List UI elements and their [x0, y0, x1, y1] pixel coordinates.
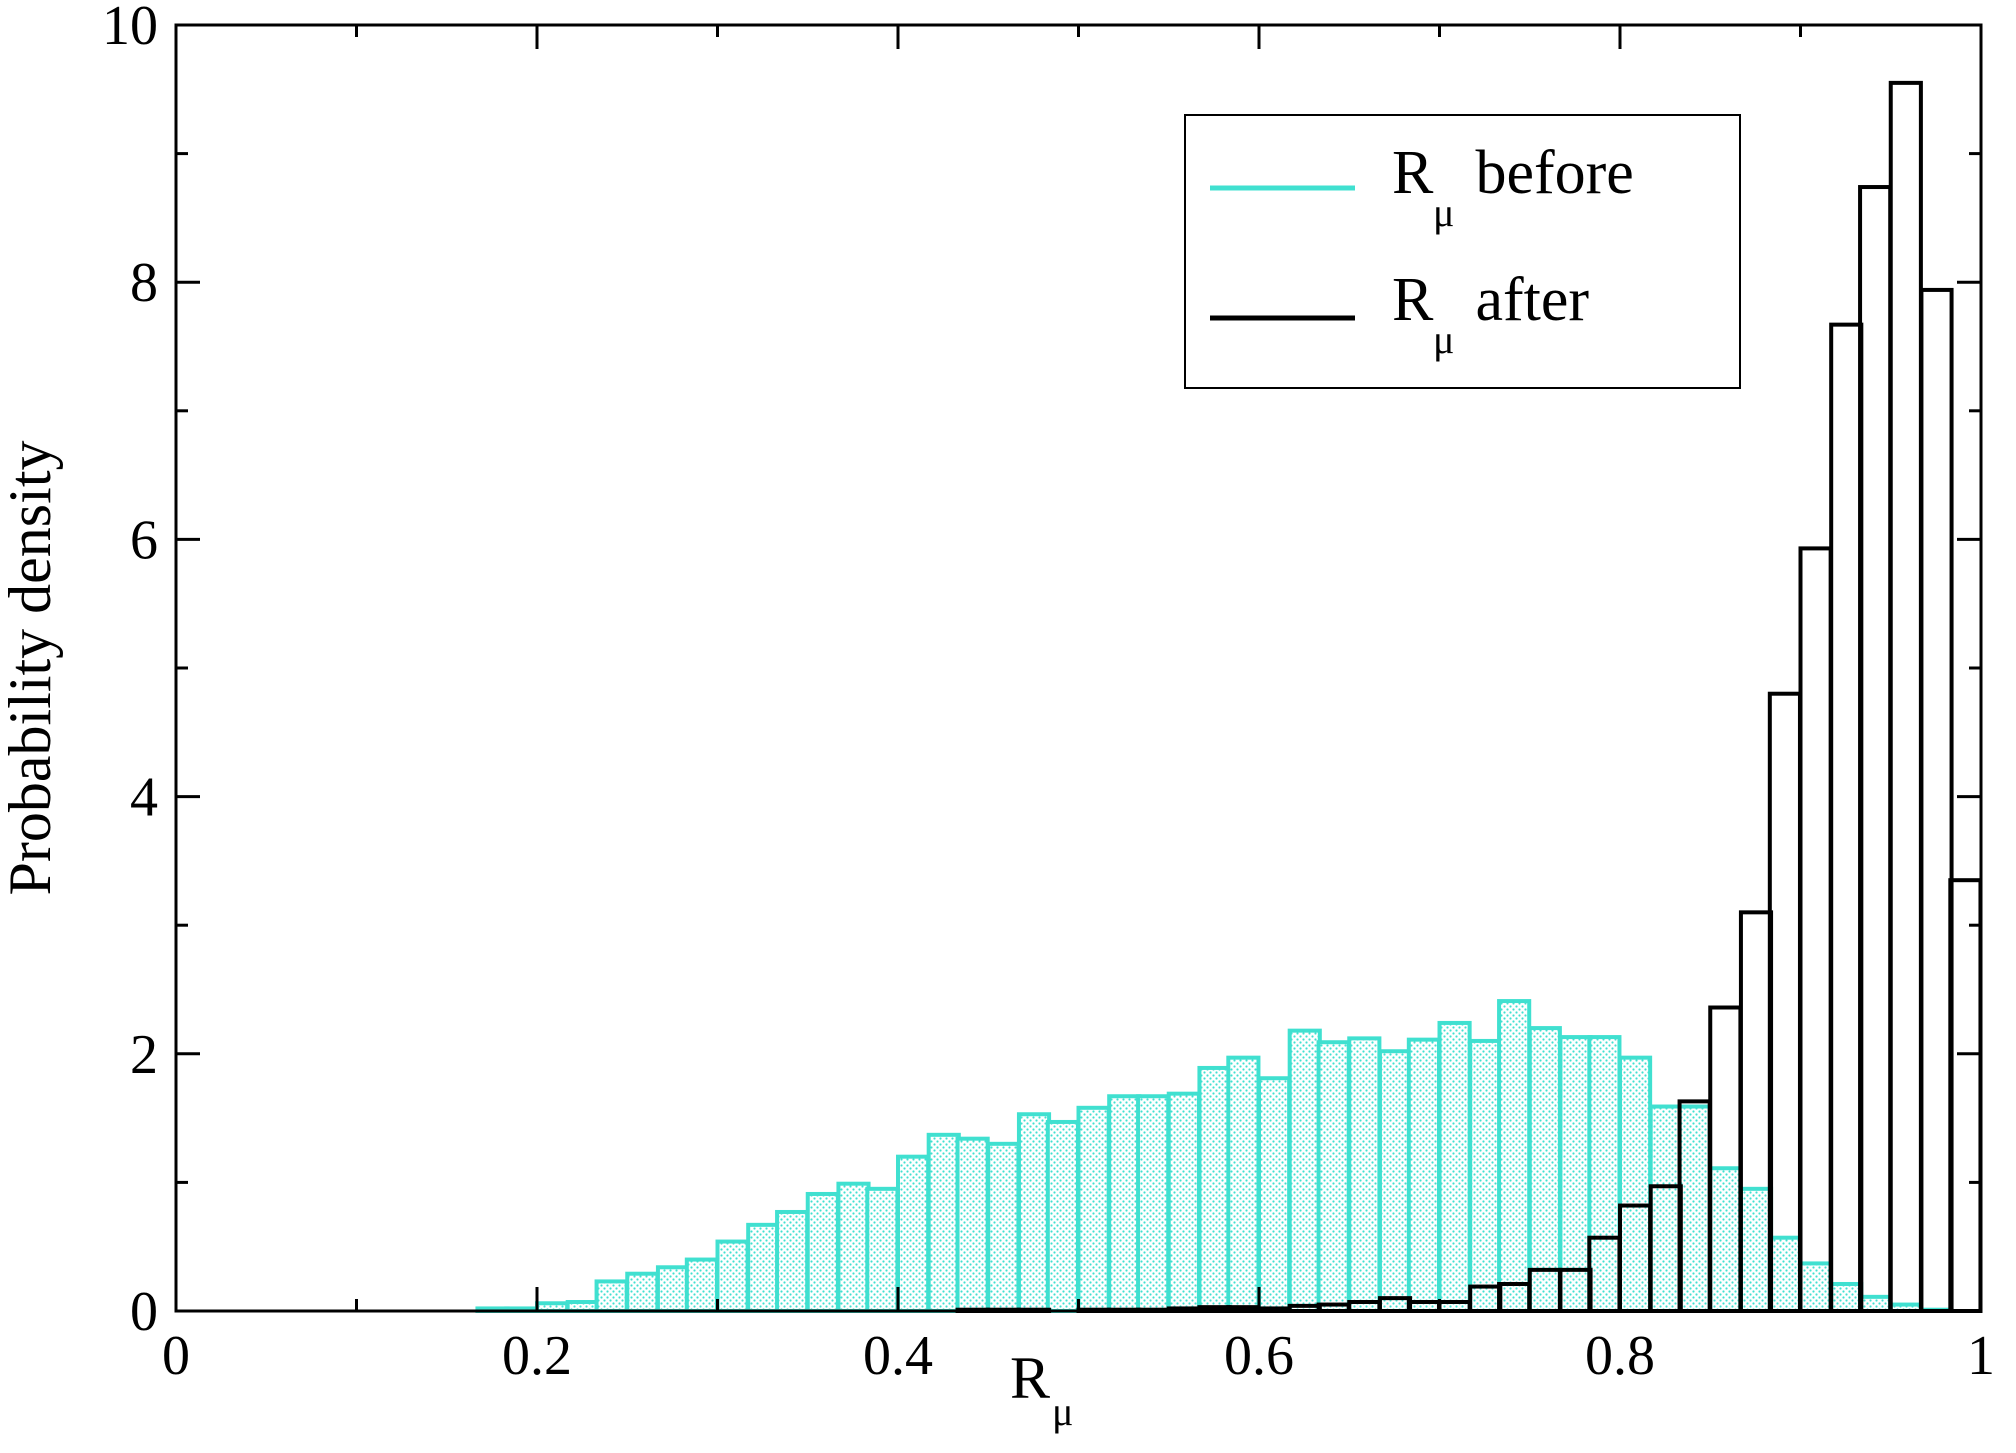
bar-before-9	[746, 1222, 781, 1313]
bar-before-31	[1406, 1037, 1441, 1314]
bar-before-14	[896, 1154, 931, 1314]
y-tick-label: 4	[130, 767, 158, 829]
x-tick-label: 0.8	[1585, 1325, 1655, 1387]
x-tick-label: 0.2	[502, 1325, 572, 1387]
bar-before-41	[1708, 1166, 1743, 1313]
bar-before-23	[1166, 1091, 1201, 1314]
bar-before-43	[1767, 1235, 1802, 1313]
bar-before-21	[1107, 1094, 1142, 1313]
bar-before-15	[926, 1132, 961, 1313]
y-tick-label: 2	[130, 1024, 158, 1086]
bar-before-16	[955, 1136, 990, 1314]
bar-before-36	[1558, 1035, 1593, 1313]
y-tick-label: 8	[130, 252, 158, 314]
bar-after-46	[1829, 322, 1864, 1313]
bar-before-40	[1677, 1104, 1712, 1314]
x-tick-label: 0.4	[863, 1325, 933, 1387]
bar-after-50	[1948, 878, 1983, 1313]
bar-before-5	[625, 1271, 660, 1313]
bar-before-33	[1468, 1038, 1503, 1313]
bar-before-30	[1377, 1049, 1413, 1313]
bar-before-24	[1197, 1065, 1232, 1313]
x-tick-labels: 0 0.2 0.4 0.6 0.8 1	[162, 1325, 1995, 1387]
y-tick-label: 6	[130, 509, 158, 571]
bar-before-4	[594, 1279, 629, 1314]
bar-before-45	[1829, 1281, 1864, 1313]
y-tick-labels: 0 2 4 6 8 10	[102, 0, 158, 1343]
bar-before-37	[1587, 1035, 1622, 1313]
bar-before-26	[1257, 1076, 1292, 1313]
bar-before-18	[1016, 1112, 1052, 1313]
bar-after-45	[1798, 546, 1833, 1313]
bar-after-47	[1858, 185, 1893, 1313]
legend: R μ before R μ after	[1184, 114, 1741, 389]
bar-after-48	[1888, 80, 1923, 1314]
bar-before-22	[1136, 1094, 1171, 1313]
x-tick-label: 0.6	[1224, 1325, 1294, 1387]
x-tick-label: 1	[1967, 1325, 1995, 1387]
axis-ticks	[174, 23, 1983, 1313]
bar-before-25	[1226, 1055, 1261, 1314]
bar-before-6	[655, 1265, 691, 1314]
legend-label-before: R	[1392, 139, 1434, 207]
bar-before-17	[986, 1141, 1021, 1313]
bar-before-8	[715, 1239, 750, 1314]
bar-before-7	[684, 1257, 719, 1314]
legend-label-before-suffix: before	[1460, 139, 1634, 207]
legend-label-after: R	[1392, 266, 1434, 334]
y-tick-label: 0	[130, 1281, 158, 1343]
bar-before-19	[1045, 1119, 1080, 1313]
bar-before-39	[1648, 1104, 1683, 1314]
bar-before-38	[1618, 1055, 1653, 1314]
y-tick-label: 10	[102, 0, 158, 57]
bar-before-20	[1076, 1105, 1111, 1314]
bar-before-44	[1798, 1261, 1833, 1314]
bar-before-32	[1437, 1020, 1472, 1313]
legend-label-before-subscript: μ	[1433, 190, 1454, 235]
bar-after-44	[1767, 691, 1802, 1313]
legend-box	[1184, 114, 1741, 389]
bar-before-34	[1497, 999, 1532, 1313]
bar-before-46	[1858, 1294, 1893, 1313]
legend-label-after-subscript: μ	[1433, 317, 1454, 362]
x-axis-label: R	[1010, 1345, 1050, 1411]
bar-before-28	[1316, 1040, 1351, 1313]
x-axis-label-subscript: μ	[1052, 1389, 1073, 1434]
bar-before-29	[1347, 1036, 1382, 1313]
bar-before-10	[775, 1209, 810, 1313]
legend-label-after-suffix: after	[1460, 266, 1589, 334]
bar-before-12	[836, 1181, 871, 1313]
bar-after-49	[1919, 287, 1954, 1314]
series-before-bars	[475, 999, 1954, 1314]
y-axis-label: Probability density	[0, 441, 63, 896]
bar-before-42	[1738, 1186, 1774, 1313]
bar-before-27	[1287, 1028, 1322, 1314]
bar-before-13	[865, 1186, 900, 1313]
bar-before-11	[805, 1191, 840, 1313]
x-tick-label: 0	[162, 1325, 190, 1387]
